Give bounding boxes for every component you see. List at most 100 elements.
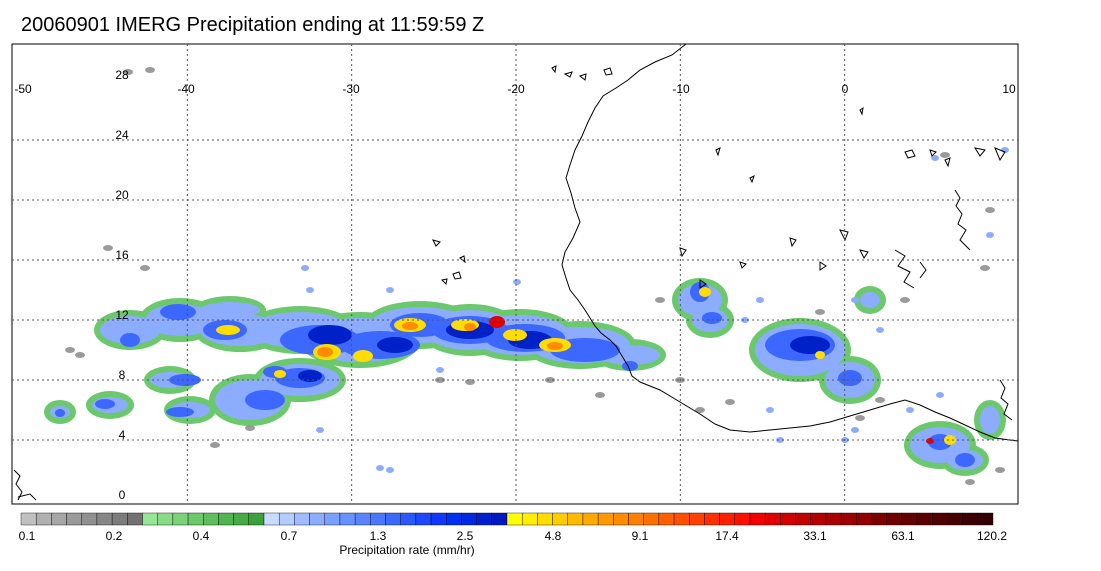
precip-intense-area	[274, 370, 286, 378]
colorbar-label: 9.1	[632, 529, 649, 543]
precip-pale-area	[200, 302, 260, 318]
colorbar-swatch	[962, 512, 979, 526]
lon-label: -50	[14, 82, 32, 96]
precip-light-cell	[306, 287, 314, 293]
precip-heavy-area	[298, 370, 322, 382]
precip-trace-cell	[725, 399, 735, 405]
precip-light-cell	[986, 232, 994, 238]
precip-trace-cell	[995, 467, 1005, 473]
precip-trace-cell	[145, 67, 155, 73]
colorbar-swatch	[187, 512, 204, 526]
precip-light-cell	[851, 427, 859, 433]
precip-moderate-area	[166, 407, 194, 417]
colorbar-swatch	[248, 512, 265, 526]
colorbar-swatch	[734, 512, 751, 526]
precip-extreme-area	[926, 438, 934, 444]
lat-label: 4	[119, 428, 126, 442]
colorbar-label: 120.2	[977, 529, 1007, 543]
precip-intense-area	[353, 350, 373, 362]
precip-intense-area	[815, 351, 825, 359]
precip-trace-cell	[595, 392, 605, 398]
precip-trace-cell	[435, 377, 445, 383]
colorbar-swatch	[506, 512, 523, 526]
precip-moderate-area	[120, 333, 140, 347]
precip-intense-area	[699, 287, 711, 297]
longitude-labels: -50 -40 -30 -20 -10 0 10	[14, 82, 1016, 96]
precip-heavy-area	[790, 336, 830, 354]
precip-very-intense-area	[464, 323, 476, 331]
precip-trace-cell	[65, 347, 75, 353]
colorbar-swatch	[430, 512, 447, 526]
colorbar	[20, 512, 994, 526]
precip-trace-cell	[103, 245, 113, 251]
colorbar-label: 17.4	[715, 529, 739, 543]
colorbar-swatch	[932, 512, 948, 526]
colorbar-swatch	[339, 512, 356, 526]
colorbar-swatch	[66, 512, 82, 526]
precip-light-cell	[851, 297, 859, 303]
precip-light-cell	[436, 367, 444, 373]
colorbar-swatch	[51, 512, 67, 526]
colorbar-swatch	[537, 512, 553, 526]
precip-trace-cell	[210, 442, 220, 448]
precip-pale-area	[860, 292, 880, 308]
map-frame	[11, 43, 1019, 505]
precip-heavy-area	[377, 337, 413, 353]
colorbar-swatch	[643, 512, 660, 526]
precip-light-cell	[513, 279, 521, 285]
colorbar-label: 0.2	[106, 529, 123, 543]
colorbar-swatch	[780, 512, 796, 526]
lon-label: -20	[507, 82, 525, 96]
lat-label: 24	[115, 128, 129, 142]
precip-trace-cell	[985, 207, 995, 213]
lon-label: 10	[1002, 82, 1016, 96]
colorbar-swatch	[35, 512, 52, 526]
colorbar-swatch	[20, 512, 37, 526]
precip-trace-cell	[965, 479, 975, 485]
precip-moderate-area	[622, 361, 638, 371]
lat-label: 28	[115, 68, 129, 82]
precip-light-cell	[316, 427, 324, 433]
colorbar-swatch	[658, 512, 675, 526]
colorbar-swatch	[567, 512, 584, 526]
lat-label: 16	[115, 248, 129, 262]
colorbar-swatch	[947, 512, 963, 526]
precip-moderate-area	[955, 453, 975, 467]
precip-light-cell	[376, 465, 384, 471]
colorbar-swatch	[764, 512, 781, 526]
colorbar-swatch	[96, 512, 113, 526]
precip-trace-cell	[655, 297, 665, 303]
precip-trace-cell	[875, 397, 885, 403]
colorbar-swatch	[597, 512, 614, 526]
precip-trace-cell	[855, 415, 865, 421]
colorbar-swatch	[825, 512, 842, 526]
colorbar-swatch	[613, 512, 629, 526]
precip-trace-cell	[815, 309, 825, 315]
precip-trace-cell	[980, 265, 990, 271]
lon-label: -30	[342, 82, 360, 96]
colorbar-swatch	[370, 512, 386, 526]
coastline	[13, 43, 1019, 501]
precip-light-cell	[931, 155, 939, 161]
colorbar-swatch	[689, 512, 705, 526]
precip-moderate-area	[245, 390, 285, 410]
precip-very-intense-area	[402, 322, 418, 330]
precip-pale-area	[980, 406, 1000, 434]
colorbar-title: Precipitation rate (mm/hr)	[339, 543, 474, 557]
precip-trace-cell	[123, 69, 133, 75]
colorbar-swatch	[354, 512, 371, 526]
precip-heavy-area	[308, 325, 352, 345]
latitude-labels: 28 24 20 16 12 8 4 0	[115, 68, 129, 502]
lat-label: 20	[115, 188, 129, 202]
colorbar-swatch	[795, 512, 811, 526]
precip-light-cell	[876, 327, 884, 333]
precip-trace-cell	[245, 425, 255, 431]
colorbar-swatch	[294, 512, 310, 526]
lat-label: 0	[119, 488, 126, 502]
colorbar-swatch	[871, 512, 887, 526]
precip-trace-cell	[940, 152, 950, 158]
precip-light-cell	[741, 317, 749, 323]
colorbar-label: 33.1	[803, 529, 827, 543]
lon-label: -10	[672, 82, 690, 96]
